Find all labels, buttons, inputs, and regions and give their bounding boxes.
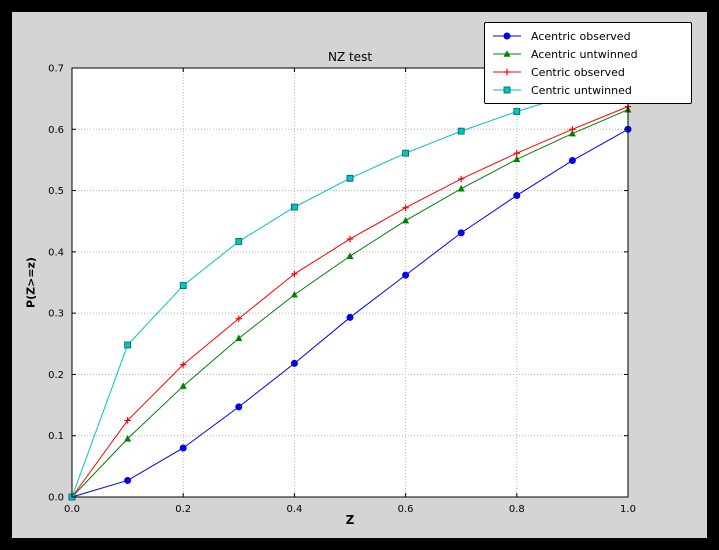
figure-canvas: 0.0 0.2 0.4 0.6 0.8 1.0 0.0 0.1 0.2 0.3 0.4 0.5 0.6 0… [12, 12, 707, 538]
legend-item: Centric observed [491, 63, 681, 81]
y-tick-label: 0.5 [48, 186, 64, 197]
triangle-marker [503, 50, 511, 57]
circle-marker [568, 157, 576, 165]
square-marker [513, 108, 521, 115]
x-tick-label: 0.4 [286, 504, 302, 515]
legend-label: Centric observed [531, 65, 625, 79]
x-axis-label: Z [345, 513, 355, 527]
square-marker [179, 282, 187, 289]
square-marker [124, 341, 131, 349]
triangle-marker [124, 434, 132, 442]
chart-title: NZ test [327, 50, 373, 64]
square-marker [290, 203, 298, 211]
axes-frame [71, 67, 629, 498]
axes-background [72, 68, 628, 497]
triangle-marker [179, 382, 187, 389]
y-axis-label: P(Z>=z) [24, 257, 38, 308]
legend-item: Centric untwinned [491, 81, 681, 99]
legend-line-sample [493, 68, 521, 76]
y-tick-label: 0.7 [48, 64, 64, 75]
triangle-marker [568, 129, 576, 137]
y-tick-label: 0.2 [48, 370, 64, 381]
legend-item: Acentric untwinned [491, 45, 681, 63]
x-tick-label: 0.6 [398, 504, 414, 515]
triangle-marker [235, 334, 243, 342]
triangle-marker [457, 184, 465, 192]
triangle-marker [346, 252, 354, 259]
legend-line-sample [493, 86, 521, 94]
y-tick-label: 0.0 [48, 493, 64, 504]
y-tick-label: 0.6 [48, 125, 64, 136]
legend-item: Acentric observed [491, 27, 681, 45]
circle-marker [513, 191, 521, 199]
circle-marker [124, 476, 132, 484]
legend-line-sample [493, 50, 521, 57]
y-tick-label: 0.1 [48, 431, 64, 442]
x-tick-label: 0.2 [175, 504, 191, 515]
square-marker [503, 86, 511, 94]
circle-marker [235, 403, 243, 411]
circle-marker [402, 271, 410, 279]
y-tick-label: 0.3 [48, 309, 64, 320]
triangle-marker [402, 216, 410, 224]
legend-label: Acentric observed [531, 29, 631, 43]
plot-area: 0.0 0.2 0.4 0.6 0.8 1.0 0.0 0.1 0.2 0.3 0.4 0.5 0.6 0… [48, 64, 636, 516]
x-tick-label: 0.8 [509, 504, 525, 515]
circle-marker [503, 32, 511, 40]
legend-label: Acentric untwinned [531, 47, 638, 61]
triangle-marker [513, 155, 521, 163]
legend-line-sample [493, 32, 521, 40]
x-tick-label: 1.0 [620, 504, 636, 515]
circle-marker [457, 229, 465, 237]
x-tick-label: 0.0 [64, 504, 80, 515]
y-tick-label: 0.4 [48, 247, 64, 258]
legend: Acentric observed Acentric untwinned Cen… [484, 22, 692, 104]
circle-marker [179, 444, 187, 452]
square-marker [346, 174, 354, 182]
circle-marker [290, 359, 298, 367]
legend-label: Centric untwinned [531, 83, 632, 97]
square-marker [457, 127, 465, 135]
square-marker [402, 149, 410, 157]
circle-marker [346, 313, 354, 321]
triangle-marker [290, 290, 298, 298]
square-marker [235, 238, 243, 245]
